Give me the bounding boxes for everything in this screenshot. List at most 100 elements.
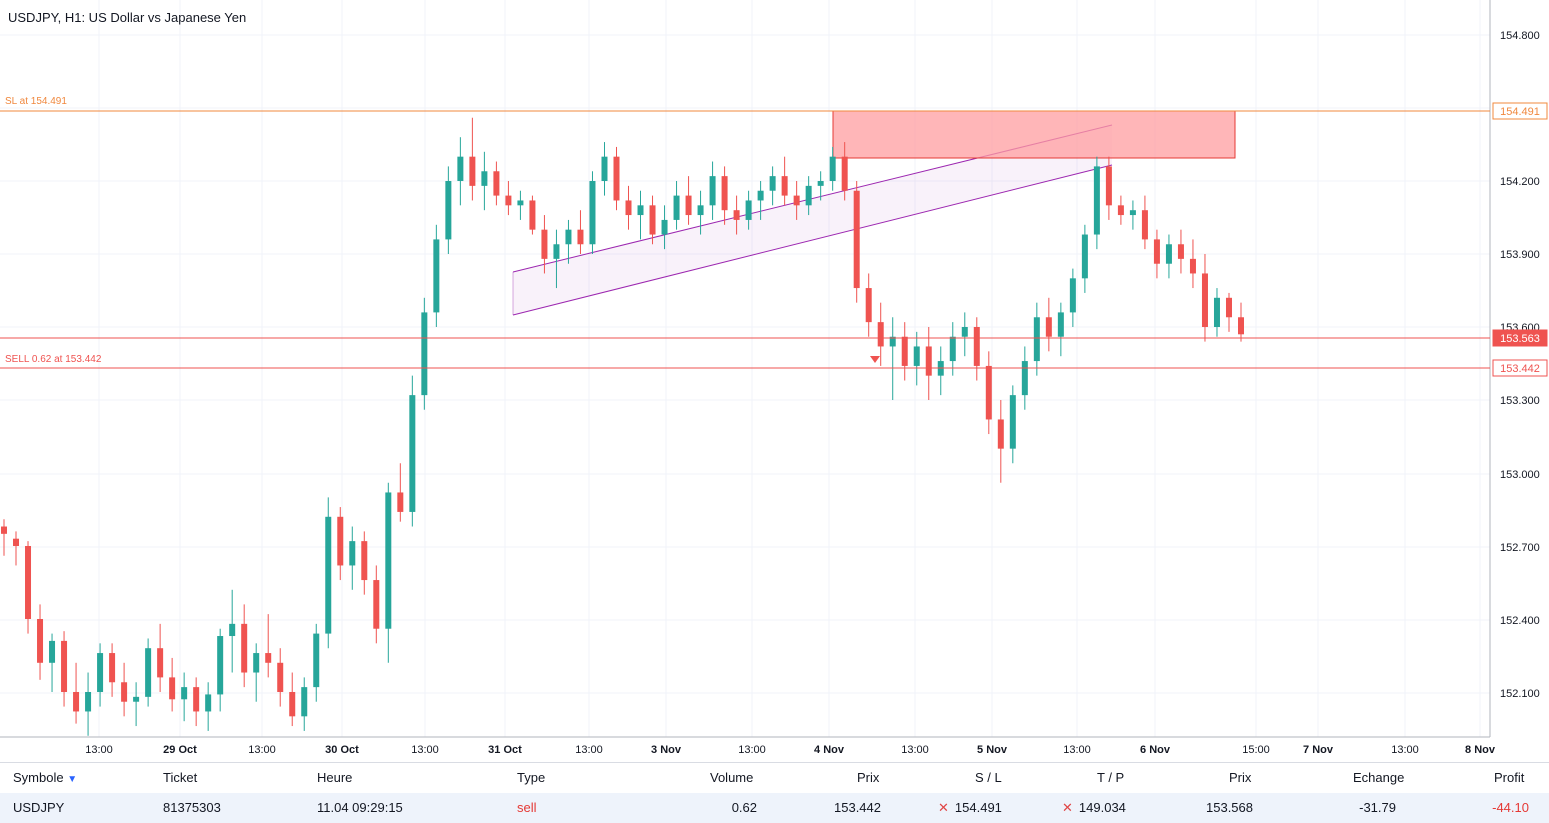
candle-bull[interactable] xyxy=(769,176,776,191)
candle-bull[interactable] xyxy=(1009,395,1016,449)
candle-bear[interactable] xyxy=(73,691,80,712)
candle-bear[interactable] xyxy=(649,205,656,235)
candle-bull[interactable] xyxy=(1021,361,1028,396)
header-current-price[interactable]: Prix xyxy=(1229,770,1252,785)
candle-bear[interactable] xyxy=(361,541,368,581)
candle-bull[interactable] xyxy=(145,648,152,697)
candle-bull[interactable] xyxy=(589,180,596,245)
position-tp[interactable]: 149.034 xyxy=(1078,800,1126,815)
candle-bear[interactable] xyxy=(985,365,992,420)
candle-bull[interactable] xyxy=(217,636,224,695)
candle-bull[interactable] xyxy=(1033,317,1040,362)
candle-bear[interactable] xyxy=(25,545,32,619)
candle-bull[interactable] xyxy=(757,190,764,201)
chart-area[interactable]: 154.800 154.200 153.900 153.600 153.300 153.0… xyxy=(0,0,1549,762)
candle-bear[interactable] xyxy=(265,653,272,663)
candle-bear[interactable] xyxy=(877,322,884,347)
candle-bull[interactable] xyxy=(421,312,428,396)
candle-bear[interactable] xyxy=(1225,297,1232,318)
candle-bull[interactable] xyxy=(949,336,956,362)
candle-bear[interactable] xyxy=(373,580,380,629)
candle-bear[interactable] xyxy=(1201,273,1208,327)
candle-bull[interactable] xyxy=(1129,210,1136,216)
candle-bull[interactable] xyxy=(457,156,464,181)
candle-bear[interactable] xyxy=(853,190,860,289)
candlestick-chart[interactable]: 154.800154.200153.900153.600153.300153.0… xyxy=(0,0,1549,762)
header-sl[interactable]: S / L xyxy=(975,770,1002,785)
candle-bear[interactable] xyxy=(277,662,284,692)
candle-bear[interactable] xyxy=(577,229,584,245)
candle-bear[interactable] xyxy=(493,171,500,196)
candle-bear[interactable] xyxy=(61,640,68,692)
candle-bull[interactable] xyxy=(601,156,608,181)
candle-bear[interactable] xyxy=(193,687,200,712)
header-symbol[interactable]: Symbole ▼ xyxy=(13,770,78,785)
candle-bear[interactable] xyxy=(1153,239,1160,264)
candle-bull[interactable] xyxy=(1165,244,1172,264)
candle-bull[interactable] xyxy=(85,691,92,712)
candle-bull[interactable] xyxy=(313,633,320,688)
candle-bull[interactable] xyxy=(637,205,644,216)
candle-bull[interactable] xyxy=(1093,166,1100,235)
header-profit[interactable]: Profit xyxy=(1494,770,1525,785)
candle-bear[interactable] xyxy=(1177,244,1184,259)
header-swap[interactable]: Echange xyxy=(1353,770,1405,785)
candle-bear[interactable] xyxy=(685,195,692,216)
candle-bear[interactable] xyxy=(1189,258,1196,274)
candle-bull[interactable] xyxy=(817,180,824,186)
candle-bear[interactable] xyxy=(169,677,176,700)
header-price[interactable]: Prix xyxy=(857,770,880,785)
candle-bull[interactable] xyxy=(409,395,416,512)
candle-bull[interactable] xyxy=(205,694,212,712)
candle-bull[interactable] xyxy=(745,200,752,220)
candle-bull[interactable] xyxy=(517,200,524,206)
candle-bear[interactable] xyxy=(1117,205,1124,216)
candle-bear[interactable] xyxy=(973,326,980,366)
candle-bull[interactable] xyxy=(805,185,812,206)
channel-lower-line[interactable] xyxy=(512,164,1113,316)
candle-bear[interactable] xyxy=(625,200,632,216)
candle-bull[interactable] xyxy=(553,244,560,259)
candle-bear[interactable] xyxy=(1105,166,1112,206)
candle-bull[interactable] xyxy=(697,205,704,216)
candle-bull[interactable] xyxy=(661,219,668,235)
candle-bull[interactable] xyxy=(709,176,716,206)
supply-zone-rect[interactable] xyxy=(832,110,1236,159)
candle-bull[interactable] xyxy=(913,346,920,366)
candle-bull[interactable] xyxy=(97,653,104,692)
candle-bull[interactable] xyxy=(433,239,440,313)
candle-bear[interactable] xyxy=(505,195,512,206)
header-type[interactable]: Type xyxy=(517,770,546,785)
candle-bull[interactable] xyxy=(565,229,572,245)
candle-bear[interactable] xyxy=(793,195,800,206)
candle-bull[interactable] xyxy=(445,180,452,240)
sort-down-icon[interactable]: ▼ xyxy=(67,774,78,785)
candle-bear[interactable] xyxy=(1,526,7,534)
candle-bear[interactable] xyxy=(925,346,932,376)
header-ticket[interactable]: Ticket xyxy=(163,770,198,785)
header-tp[interactable]: T / P xyxy=(1097,770,1125,785)
candle-bull[interactable] xyxy=(349,541,356,566)
header-time[interactable]: Heure xyxy=(317,770,353,785)
candle-bull[interactable] xyxy=(673,195,680,220)
candle-bull[interactable] xyxy=(325,516,332,634)
candle-bull[interactable] xyxy=(961,326,968,337)
candle-bear[interactable] xyxy=(781,176,788,196)
candle-bear[interactable] xyxy=(901,336,908,366)
remove-sl-icon[interactable]: ✕ xyxy=(938,800,949,815)
candle-bull[interactable] xyxy=(1213,297,1220,327)
candle-bull[interactable] xyxy=(133,696,140,702)
candle-bear[interactable] xyxy=(121,682,128,702)
header-volume[interactable]: Volume xyxy=(710,770,754,785)
remove-tp-icon[interactable]: ✕ xyxy=(1062,800,1073,815)
candle-bear[interactable] xyxy=(841,156,848,191)
candle-bull[interactable] xyxy=(1057,312,1064,337)
candle-bear[interactable] xyxy=(1045,317,1052,337)
candle-bear[interactable] xyxy=(13,538,20,546)
candle-bear[interactable] xyxy=(109,653,116,683)
candle-bull[interactable] xyxy=(481,171,488,186)
candle-bear[interactable] xyxy=(721,176,728,211)
candle-bull[interactable] xyxy=(301,687,308,717)
candle-bull[interactable] xyxy=(1069,278,1076,313)
candle-bull[interactable] xyxy=(181,687,188,700)
